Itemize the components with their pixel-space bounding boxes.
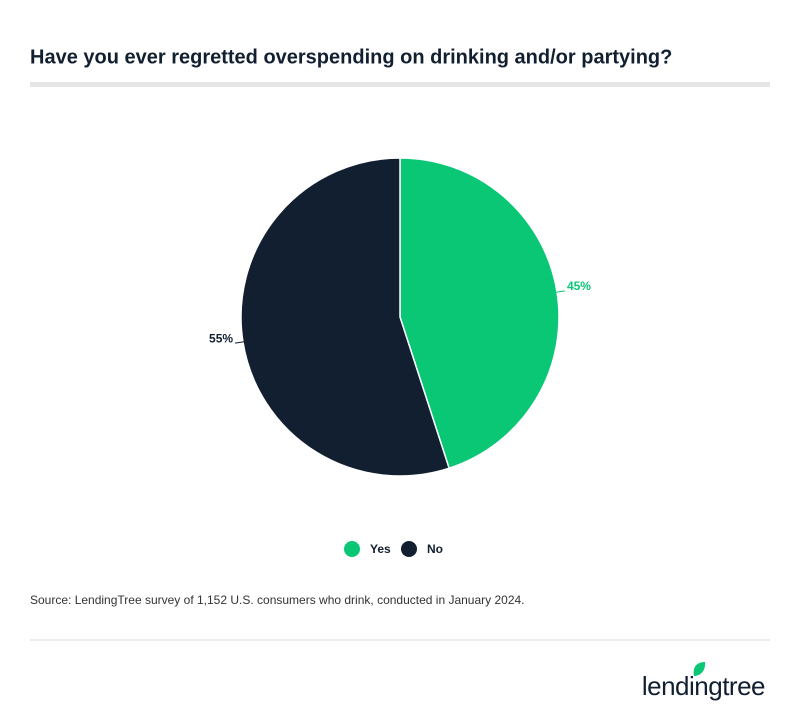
legend-swatch xyxy=(344,541,360,557)
legend-label: No xyxy=(427,542,443,556)
source-note: Source: LendingTree survey of 1,152 U.S.… xyxy=(30,593,525,607)
title-rule xyxy=(30,82,770,87)
legend-label: Yes xyxy=(370,542,391,556)
logo-leaf xyxy=(693,662,706,676)
logo: lendingtree xyxy=(642,671,765,701)
logo-icon xyxy=(693,662,706,676)
leader-line xyxy=(555,290,566,293)
chart-title: Have you ever regretted overspending on … xyxy=(30,46,672,68)
leader-line xyxy=(234,341,245,344)
value-label: 45% xyxy=(567,279,591,293)
value-label: 55% xyxy=(209,331,233,345)
legend-swatch xyxy=(401,541,417,557)
